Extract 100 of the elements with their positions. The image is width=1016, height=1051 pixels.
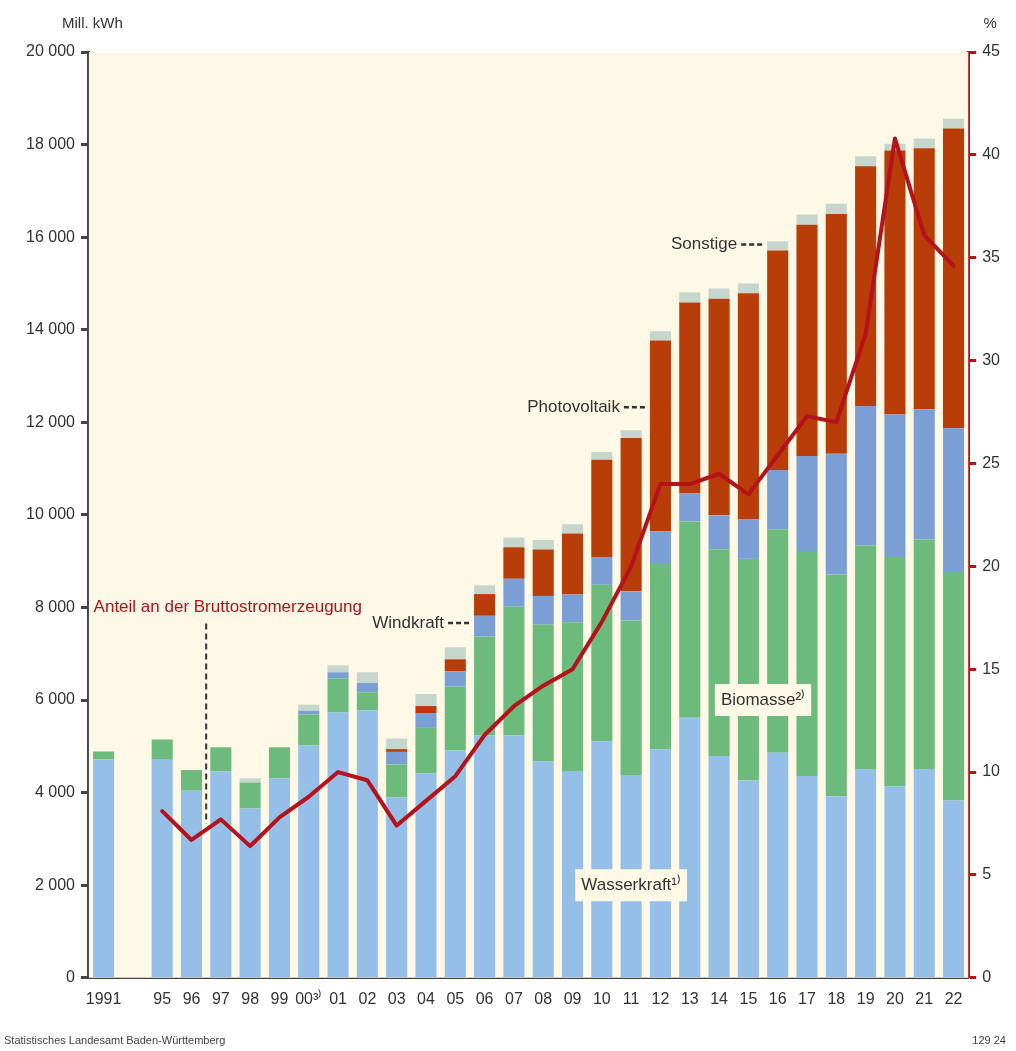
bar	[825, 203, 847, 215]
bar	[825, 214, 847, 454]
y2-tick-label: 45	[982, 42, 1001, 60]
x-tick-label: 96	[182, 989, 201, 1007]
x-tick-label: 1991	[85, 989, 122, 1007]
y-tick-label: 14 000	[26, 320, 76, 338]
x-tick-label: 17	[798, 989, 816, 1007]
y-tick-label: 4 000	[34, 783, 76, 801]
bar	[884, 557, 906, 787]
bar	[503, 547, 525, 579]
bar	[327, 678, 349, 713]
series-label: Wasserkraft¹⁾	[581, 873, 682, 894]
x-tick-label: 09	[563, 989, 582, 1007]
x-tick-label: 00³⁾	[295, 988, 323, 1007]
bar	[679, 717, 701, 978]
bar	[444, 750, 466, 978]
bar	[767, 470, 789, 530]
bar	[708, 288, 730, 299]
y2-tick-label: 15	[982, 659, 1001, 677]
bar	[356, 672, 378, 683]
y-tick-label: 6 000	[34, 690, 76, 708]
bar	[327, 672, 349, 679]
bar	[884, 786, 906, 978]
bar	[532, 539, 554, 550]
bar	[474, 594, 496, 616]
bar	[913, 409, 935, 540]
bar	[591, 584, 613, 742]
bar	[737, 519, 759, 559]
bar	[649, 563, 672, 750]
text: 129 24	[972, 1034, 1006, 1046]
bar	[356, 710, 378, 978]
bar	[386, 738, 408, 750]
bar	[532, 761, 554, 978]
bar	[796, 224, 818, 457]
x-tick-label: 20	[886, 989, 904, 1007]
bar	[679, 521, 701, 718]
bar	[415, 727, 437, 774]
y2-axis-title: %	[983, 14, 997, 31]
bar	[474, 636, 496, 736]
bar	[210, 747, 232, 772]
bar	[327, 665, 349, 673]
bar	[151, 739, 173, 760]
x-tick-label: 04	[417, 989, 435, 1007]
bar	[327, 712, 349, 978]
y-tick-label: 10 000	[26, 505, 76, 523]
y2-tick-label: 30	[982, 351, 1001, 369]
bar	[298, 714, 320, 746]
x-tick-label: 18	[827, 989, 846, 1007]
x-tick-label: 98	[241, 989, 260, 1007]
bar	[415, 773, 437, 978]
bar	[855, 156, 877, 167]
bar	[884, 414, 906, 558]
bar	[268, 778, 290, 978]
bar	[943, 428, 965, 571]
bar	[474, 735, 496, 978]
y-tick-label: 16 000	[26, 227, 76, 245]
bar	[444, 647, 466, 660]
bar	[855, 769, 877, 978]
bar	[913, 138, 935, 149]
y-tick-label: 20 000	[26, 42, 76, 60]
x-tick-label: 16	[768, 989, 787, 1007]
bar	[591, 451, 613, 460]
bar	[386, 797, 408, 978]
x-tick-label: 02	[358, 989, 377, 1007]
y-tick-label: 0	[66, 968, 76, 986]
x-tick-label: 08	[534, 989, 553, 1007]
y-tick-label: 12 000	[26, 412, 76, 430]
bar	[415, 694, 437, 707]
bar	[913, 148, 935, 410]
bar	[855, 406, 877, 546]
bar	[561, 533, 584, 595]
series-label: Photovoltaik	[527, 396, 621, 416]
bar	[386, 751, 408, 765]
bar	[503, 537, 525, 548]
bar	[649, 340, 672, 532]
bar	[474, 585, 496, 595]
x-tick-label: 14	[710, 989, 729, 1007]
x-tick-label: 10	[592, 989, 611, 1007]
bar	[943, 570, 965, 801]
bar	[356, 692, 378, 711]
bar	[532, 549, 554, 596]
series-label: Sonstige	[670, 234, 738, 254]
bar	[884, 150, 906, 415]
bar	[708, 756, 730, 978]
x-tick-label: 03	[387, 989, 406, 1007]
bar	[855, 166, 877, 407]
bar	[268, 747, 290, 779]
bar	[679, 292, 701, 303]
bar	[943, 800, 965, 978]
series-label: Biomasse²⁾	[720, 688, 806, 709]
bar	[855, 545, 877, 770]
bar	[356, 682, 378, 693]
bar	[796, 456, 818, 552]
y2-tick-label: 40	[982, 145, 1001, 163]
bar	[93, 759, 115, 978]
bar	[444, 686, 466, 751]
bar	[825, 574, 847, 797]
text: Anteil an der Bruttostromerzeugung	[93, 597, 362, 617]
bar	[561, 622, 584, 771]
bar	[239, 782, 261, 809]
